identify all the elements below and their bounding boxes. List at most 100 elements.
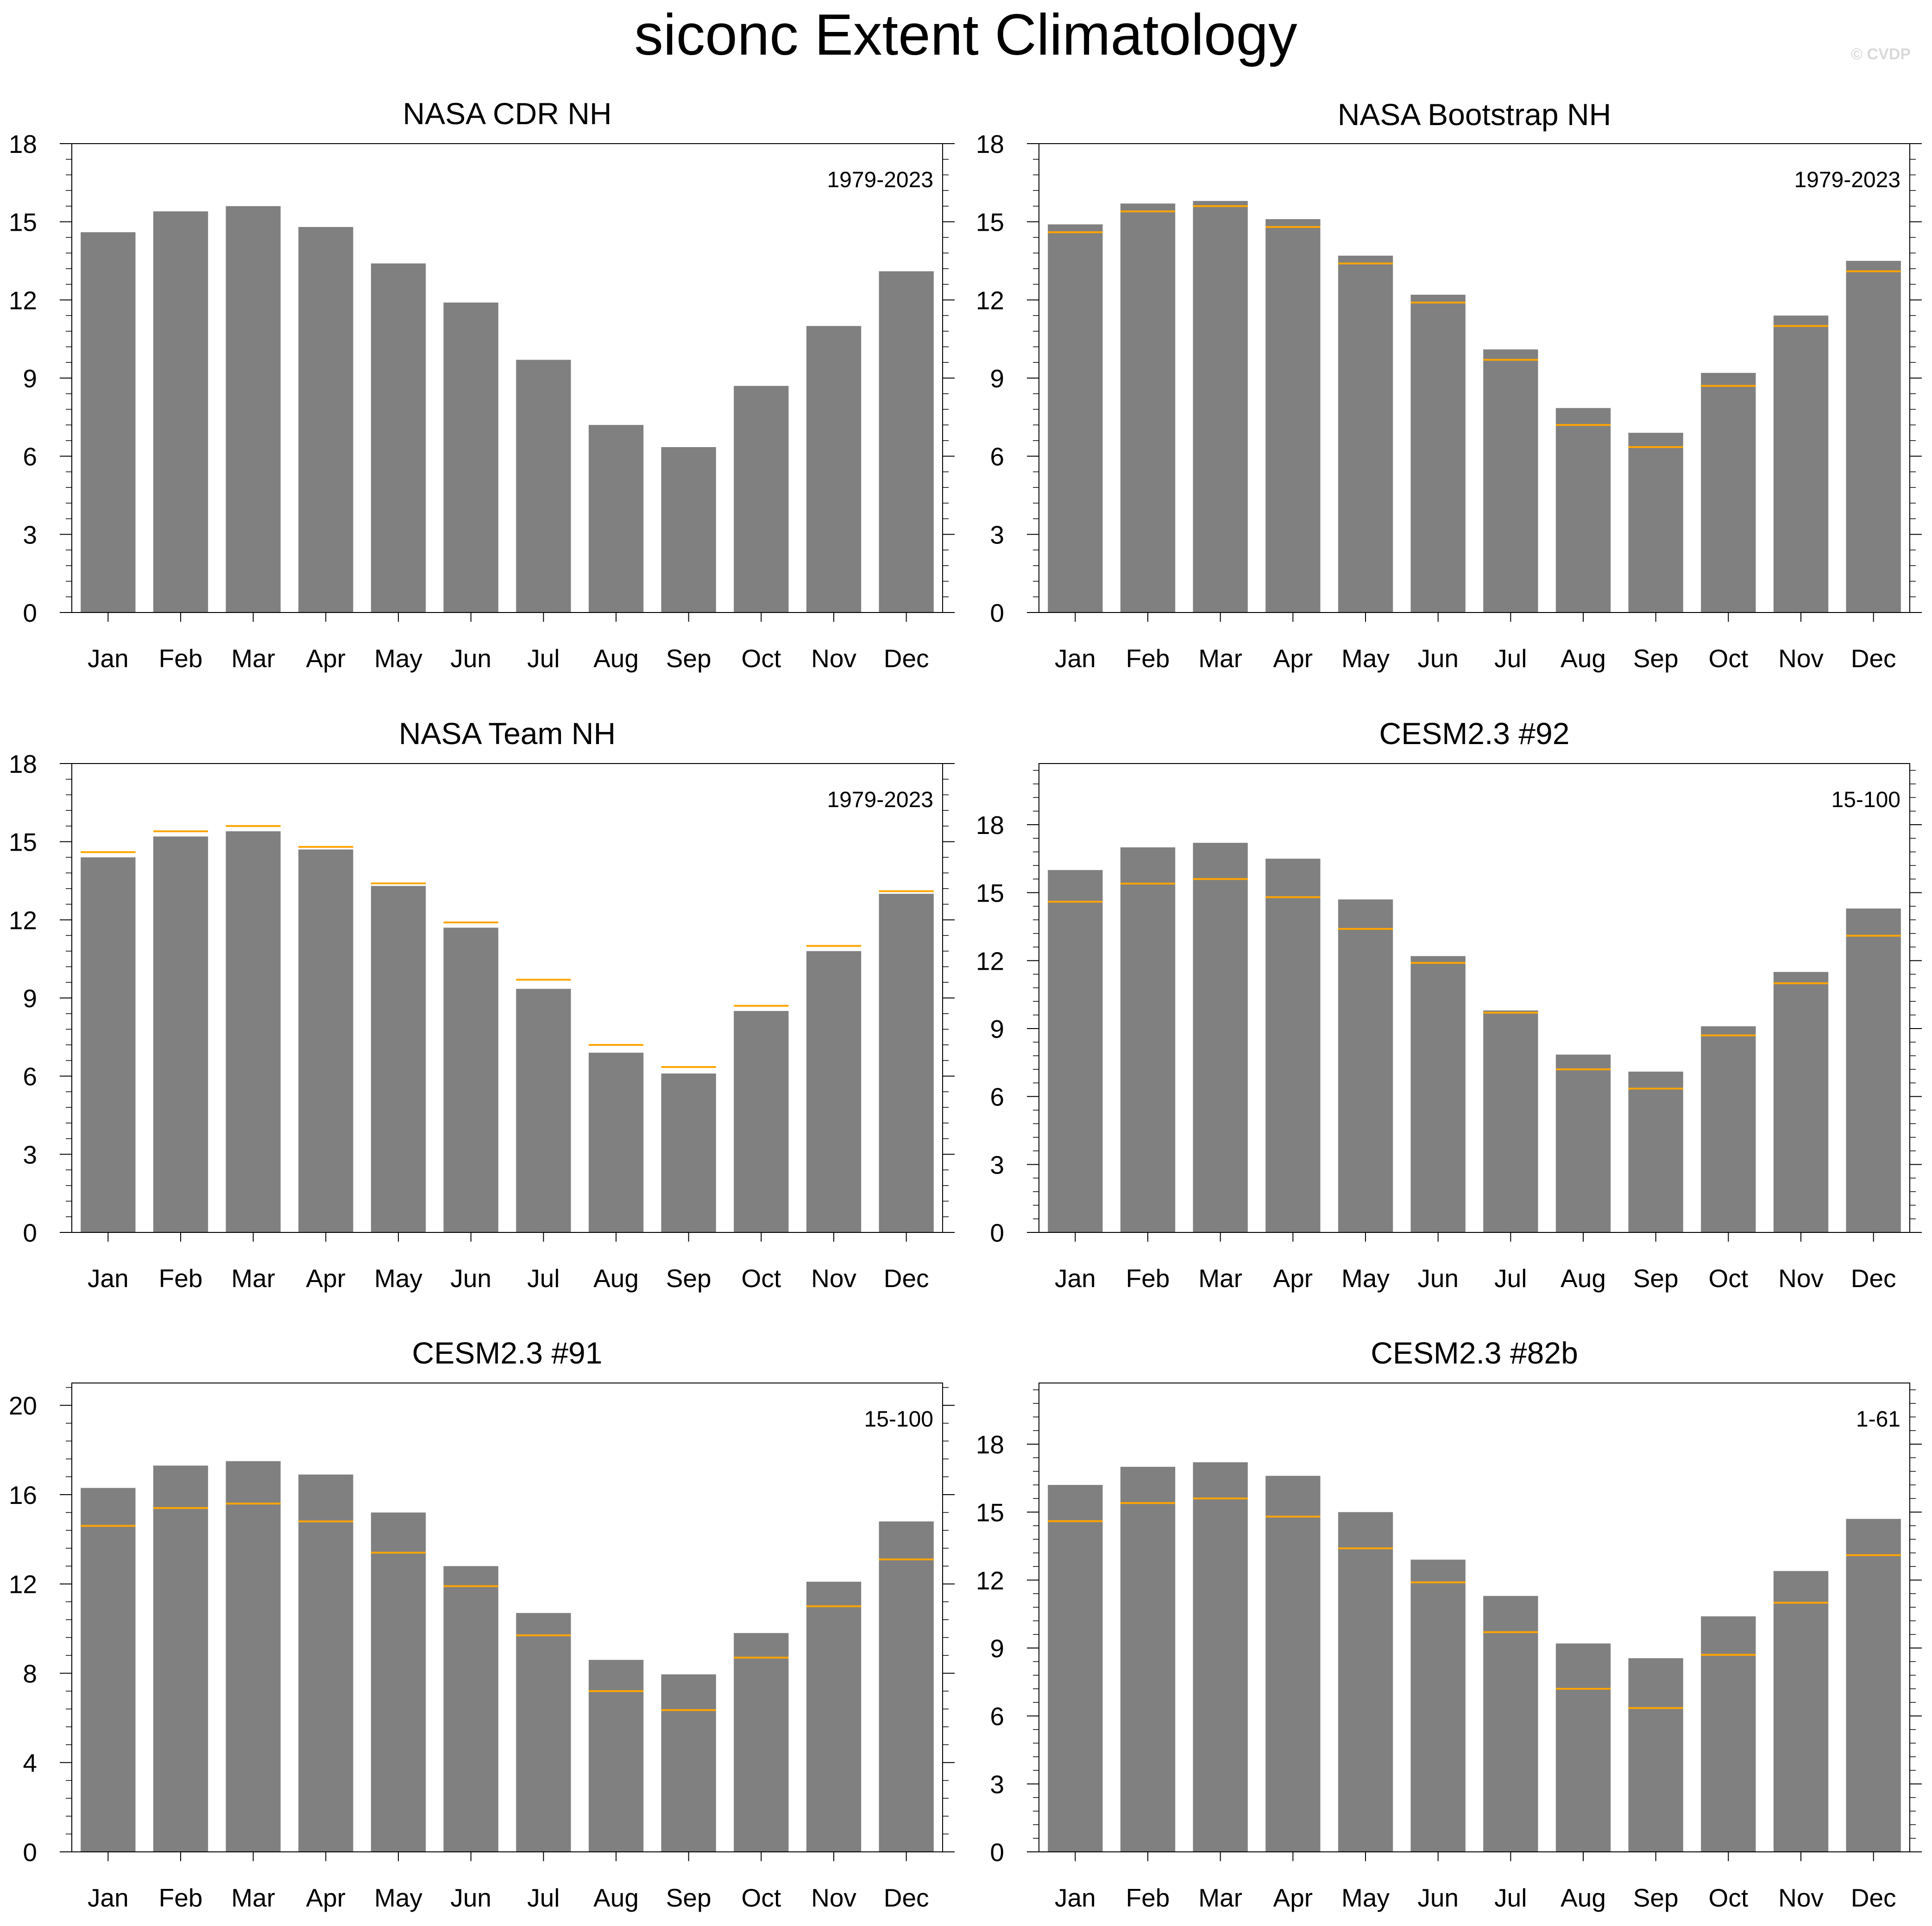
chart-panel-3: 0 3 6 9 12 15 18 Jan Feb Mar Apr May Jun Jul Aug Sep Oct… — [9, 716, 955, 1293]
bar-apr — [1265, 1476, 1321, 1852]
x-tick-label-dec: Dec — [884, 1883, 929, 1912]
x-tick-label-may: May — [1341, 1883, 1390, 1912]
x-tick-label-jan: Jan — [88, 1883, 129, 1912]
x-tick-label-mar: Mar — [231, 644, 275, 673]
x-tick-label-apr: Apr — [1273, 644, 1313, 673]
bar-jun — [1410, 956, 1466, 1232]
plot-frame — [1038, 763, 1910, 1233]
bar-mar — [226, 206, 281, 613]
panel-title: CESM2.3 #92 — [1379, 716, 1570, 751]
period-label: 15-100 — [1831, 788, 1901, 812]
y-tick-label: 9 — [990, 1634, 1004, 1663]
y-tick-label: 12 — [9, 286, 37, 315]
x-tick-label-jan: Jan — [1055, 1883, 1096, 1912]
y-tick-label: 8 — [23, 1659, 37, 1688]
x-tick-label-sep: Sep — [1633, 1883, 1679, 1912]
bar-sep — [1628, 433, 1683, 613]
x-tick-label-dec: Dec — [1851, 1264, 1896, 1293]
plot-frame — [71, 1383, 943, 1852]
bar-oct — [1701, 1026, 1756, 1232]
bar-jun — [443, 928, 498, 1232]
x-tick-label-dec: Dec — [1851, 1883, 1896, 1912]
x-tick-label-sep: Sep — [1633, 644, 1679, 673]
x-tick-label-feb: Feb — [1126, 644, 1170, 673]
bar-apr — [1265, 859, 1321, 1232]
bar-dec — [1846, 261, 1901, 613]
bar-nov — [1773, 972, 1829, 1232]
period-label: 1979-2023 — [827, 168, 933, 192]
bar-may — [371, 263, 426, 613]
period-label: 1-61 — [1856, 1407, 1901, 1432]
x-tick-label-jul: Jul — [1494, 644, 1527, 673]
y-tick-label: 6 — [990, 1083, 1004, 1111]
y-tick-label: 0 — [990, 1219, 1004, 1247]
y-tick-label: 9 — [23, 364, 37, 393]
y-tick-label: 9 — [990, 1015, 1004, 1043]
chart-panels: 0 3 6 9 12 15 18 Jan Feb Mar Apr May Jun Jul Aug Sep Oct… — [9, 96, 1922, 1912]
panel-title: NASA Bootstrap NH — [1338, 97, 1611, 132]
x-tick-label-oct: Oct — [1709, 1883, 1749, 1912]
panel-title: CESM2.3 #91 — [412, 1336, 603, 1370]
panel-title: CESM2.3 #82b — [1371, 1336, 1578, 1370]
x-tick-label-aug: Aug — [1561, 644, 1606, 673]
bar-aug — [1555, 408, 1611, 613]
y-tick-label: 3 — [23, 1140, 37, 1169]
bar-may — [371, 1512, 426, 1852]
bar-mar — [226, 1461, 281, 1852]
y-tick-label: 3 — [990, 1150, 1004, 1179]
bar-nov — [806, 1581, 862, 1852]
bar-feb — [1120, 203, 1176, 613]
bar-mar — [1193, 201, 1248, 613]
bar-may — [371, 886, 426, 1232]
bar-jul — [1483, 349, 1538, 613]
bar-dec — [879, 1521, 934, 1852]
bar-apr — [298, 849, 353, 1232]
y-tick-label: 6 — [23, 1062, 37, 1091]
x-tick-label-jun: Jun — [1417, 644, 1459, 673]
x-tick-label-mar: Mar — [1198, 1264, 1242, 1293]
y-tick-label: 6 — [990, 442, 1004, 471]
bar-jun — [443, 1566, 498, 1852]
x-tick-label-nov: Nov — [811, 1883, 856, 1912]
x-tick-label-jul: Jul — [1494, 1264, 1527, 1293]
bar-dec — [1846, 1519, 1901, 1852]
y-tick-label: 20 — [9, 1391, 37, 1420]
x-tick-label-mar: Mar — [1198, 1883, 1242, 1912]
x-tick-label-apr: Apr — [306, 1264, 346, 1293]
y-tick-label: 0 — [23, 1219, 37, 1247]
bar-sep — [661, 447, 716, 613]
bar-aug — [1555, 1055, 1611, 1232]
bar-jun — [1410, 295, 1466, 613]
x-tick-label-dec: Dec — [884, 644, 929, 673]
x-tick-label-may: May — [1341, 644, 1390, 673]
bar-apr — [298, 227, 353, 613]
x-tick-label-nov: Nov — [1778, 1883, 1824, 1912]
y-tick-label: 12 — [9, 906, 37, 935]
figure-title: siconc Extent Climatology — [634, 3, 1297, 67]
y-tick-label: 9 — [23, 984, 37, 1013]
period-label: 1979-2023 — [827, 788, 933, 812]
bar-jul — [516, 360, 571, 613]
x-tick-label-sep: Sep — [1633, 1264, 1679, 1293]
x-tick-label-may: May — [374, 1264, 422, 1293]
x-tick-label-dec: Dec — [1851, 644, 1896, 673]
plot-frame — [1038, 1383, 1910, 1852]
x-tick-label-jun: Jun — [1417, 1883, 1459, 1912]
x-tick-label-jan: Jan — [88, 644, 129, 673]
bar-dec — [1846, 908, 1901, 1232]
bar-apr — [298, 1474, 353, 1852]
x-tick-label-sep: Sep — [666, 1883, 711, 1912]
bar-feb — [153, 1465, 208, 1852]
bar-feb — [1120, 1466, 1176, 1852]
x-tick-label-aug: Aug — [593, 1264, 639, 1293]
y-tick-label: 16 — [9, 1481, 37, 1509]
x-tick-label-jul: Jul — [527, 644, 560, 673]
bar-oct — [734, 1633, 789, 1852]
bar-apr — [1265, 219, 1321, 613]
bar-nov — [1773, 1571, 1829, 1852]
x-tick-label-sep: Sep — [666, 1264, 711, 1293]
bar-nov — [806, 326, 862, 613]
y-tick-label: 12 — [976, 286, 1004, 315]
x-tick-label-jan: Jan — [88, 1264, 129, 1293]
